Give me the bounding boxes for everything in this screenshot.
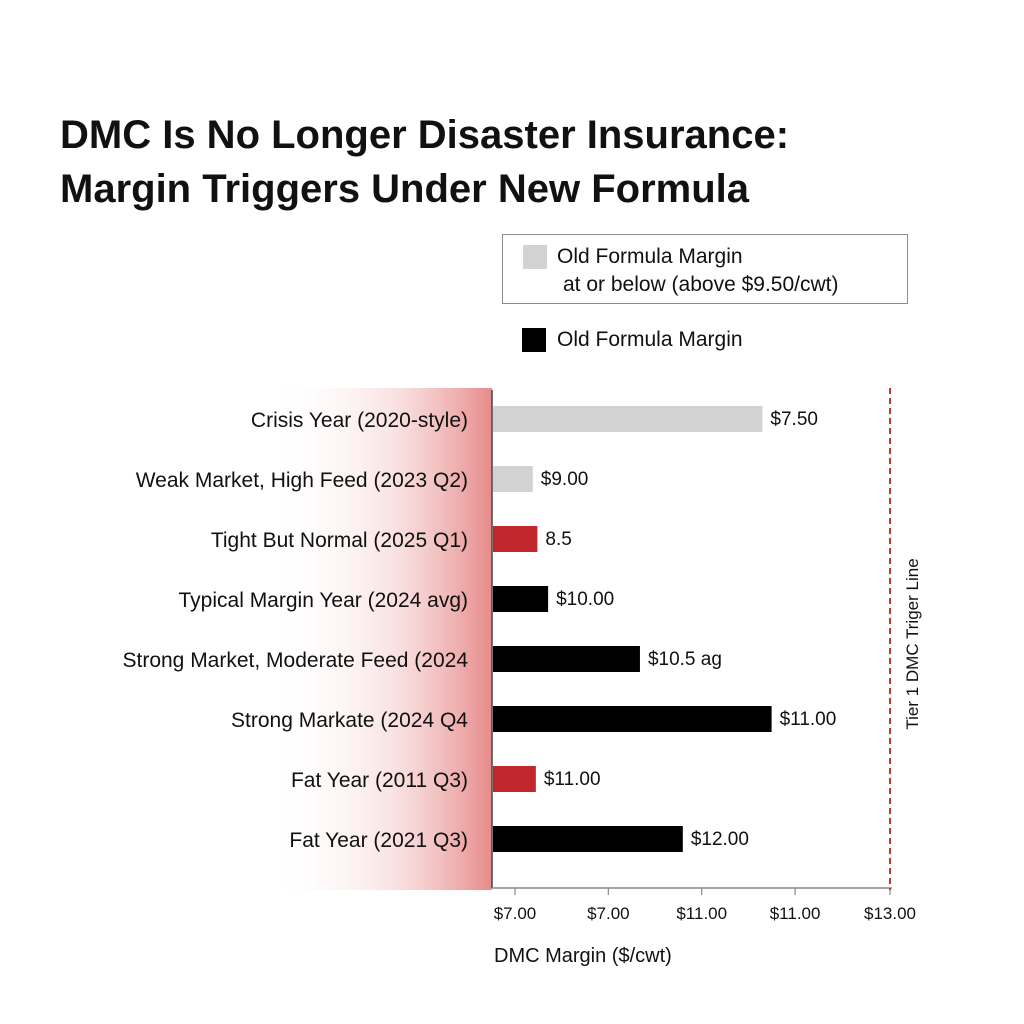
category-label-3: Tight But Normal (2025 Q1) — [211, 529, 468, 552]
legend-label-1-line-1: Old Formula Margin — [557, 245, 743, 268]
label-highlight-band — [270, 388, 492, 890]
category-label-8: Fat Year (2021 Q3) — [289, 829, 468, 852]
x-tick-label-2: $7.00 — [587, 904, 630, 923]
chart-title: DMC Is No Longer Disaster Insurance: Mar… — [60, 108, 980, 216]
category-label-6: Strong Markate (2024 Q4 — [231, 709, 468, 732]
x-tick-label-1: $7.00 — [494, 904, 537, 923]
bar-7 — [493, 766, 536, 792]
value-label-7: $11.00 — [544, 769, 601, 790]
value-label-4: $10.00 — [556, 589, 614, 610]
chart-title-line-2: Margin Triggers Under New Formula — [60, 167, 750, 211]
trigger-line-label: Tier 1 DMC Triger Line — [903, 558, 922, 729]
category-label-1: Crisis Year (2020-style) — [251, 409, 468, 432]
x-tick-label-4: $11.00 — [770, 904, 821, 923]
legend-swatch-black — [522, 328, 546, 352]
bar-8 — [493, 826, 683, 852]
bar-6 — [493, 706, 772, 732]
x-ticks-group: $7.00 $7.00 $11.00 $11.00 $13.00 — [494, 888, 916, 923]
bar-5 — [493, 646, 640, 672]
bar-2 — [493, 466, 533, 492]
value-label-2: $9.00 — [541, 469, 589, 490]
bar-3 — [493, 526, 538, 552]
value-label-5: $10.5 ag — [648, 649, 722, 670]
legend-box: Old Formula Margin at or below (above $9… — [502, 234, 908, 304]
legend-swatch-gray — [523, 245, 547, 269]
x-tick-label-5: $13.00 — [864, 904, 916, 923]
legend-label-2: Old Formula Margin — [557, 328, 743, 351]
category-label-7: Fat Year (2011 Q3) — [291, 769, 468, 792]
chart-title-line-1: DMC Is No Longer Disaster Insurance: — [60, 113, 790, 157]
category-label-5: Strong Market, Moderate Feed (2024 — [122, 649, 468, 672]
x-axis-title: DMC Margin ($/cwt) — [494, 945, 672, 967]
bar-1 — [493, 406, 763, 432]
value-label-8: $12.00 — [691, 829, 749, 850]
category-label-4: Typical Margin Year (2024 avg) — [179, 589, 469, 612]
category-label-2: Weak Market, High Feed (2023 Q2) — [136, 469, 468, 492]
legend-label-1-line-2: at or below (above $9.50/cwt) — [563, 273, 839, 296]
bar-4 — [493, 586, 549, 612]
value-label-6: $11.00 — [780, 709, 837, 730]
value-label-3: 8.5 — [545, 529, 571, 550]
x-tick-label-3: $11.00 — [676, 904, 727, 923]
value-label-1: $7.50 — [770, 409, 818, 430]
bars-group: Crisis Year (2020-style) $7.50 Weak Market… — [122, 406, 836, 852]
